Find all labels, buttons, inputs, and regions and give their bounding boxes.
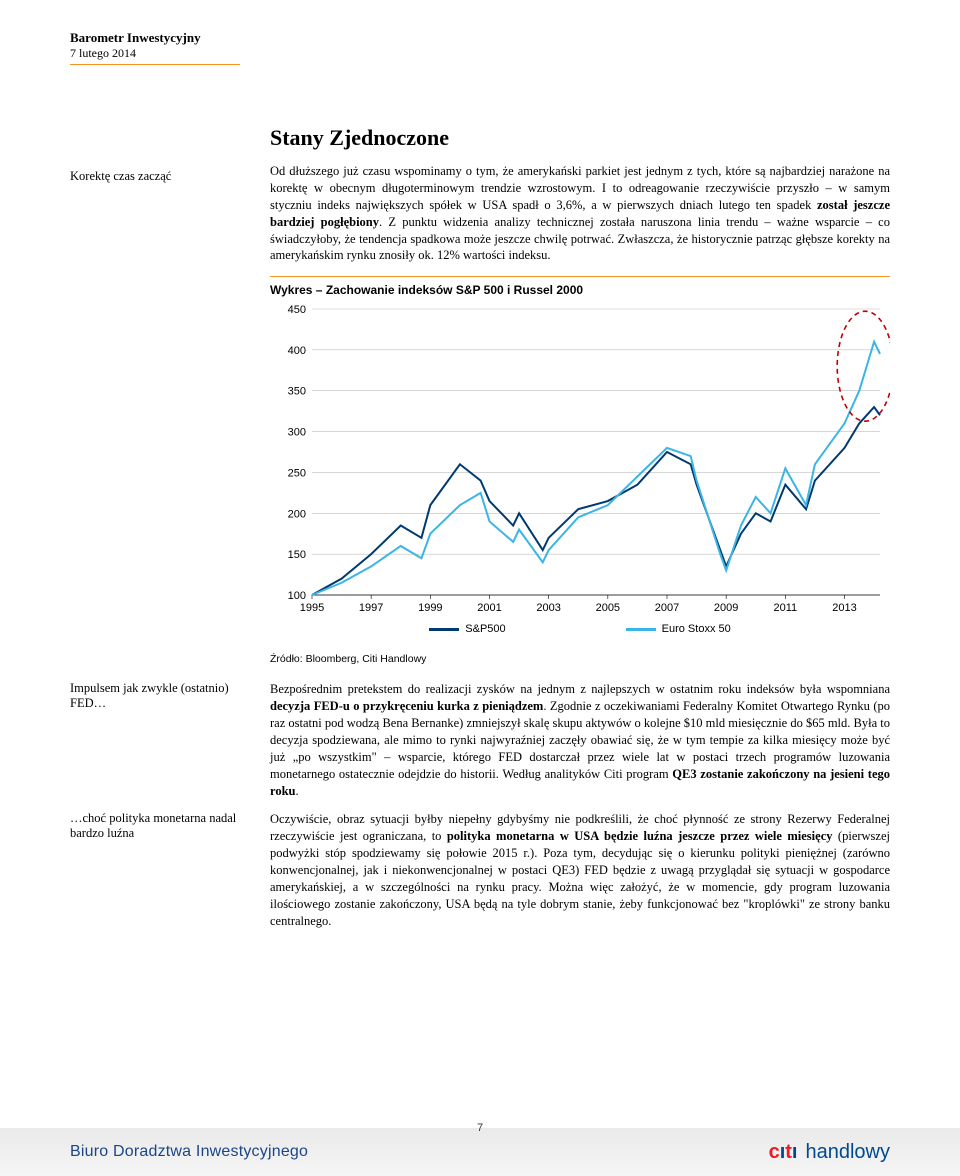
chart-svg: 100 150 200 250 300 350 400 450 1995 1997 1999 2001… (270, 301, 890, 621)
legend-swatch (626, 628, 656, 631)
paragraph-3: Oczywiście, obraz sytuacji byłby niepełn… (270, 811, 890, 929)
doc-date: 7 lutego 2014 (70, 46, 890, 61)
svg-text:150: 150 (288, 549, 306, 561)
p1a: Od dłuższego już czasu wspominamy o tym,… (270, 164, 890, 212)
svg-text:450: 450 (288, 304, 306, 316)
section-title: Stany Zjednoczone (270, 125, 890, 151)
page-footer: Biuro Doradztwa Inwestycyjnego 7 cıtı ha… (0, 1128, 960, 1176)
svg-text:1999: 1999 (418, 602, 442, 614)
svg-text:100: 100 (288, 590, 306, 602)
footer-brand: cıtı handlowy (769, 1141, 890, 1164)
svg-text:2007: 2007 (655, 602, 679, 614)
p2e: . (295, 784, 298, 798)
svg-text:2005: 2005 (596, 602, 620, 614)
legend-label: Euro Stoxx 50 (662, 623, 731, 635)
page-header: Barometr Inwestycyjny 7 lutego 2014 (70, 30, 890, 65)
svg-text:2011: 2011 (774, 602, 798, 614)
chart-legend: S&P500 Euro Stoxx 50 (270, 623, 890, 635)
chart-rule-top (270, 276, 890, 277)
legend-swatch (429, 628, 459, 631)
svg-text:400: 400 (288, 345, 306, 357)
citi-logo: cıtı (769, 1141, 798, 1164)
footer-page-number: 7 (477, 1122, 483, 1134)
p2a: Bezpośrednim pretekstem do realizacji zy… (270, 682, 890, 696)
svg-text:2013: 2013 (832, 602, 856, 614)
p3b: polityka monetarna w USA będzie luźna je… (447, 829, 833, 843)
svg-text:1995: 1995 (300, 602, 324, 614)
svg-text:250: 250 (288, 468, 306, 480)
svg-text:2001: 2001 (477, 602, 501, 614)
svg-text:2009: 2009 (714, 602, 738, 614)
chart-source: Źródło: Bloomberg, Citi Handlowy (270, 653, 890, 665)
header-rule (70, 64, 240, 65)
paragraph-2: Bezpośrednim pretekstem do realizacji zy… (270, 681, 890, 799)
side-note-3: …choć polityka monetarna nadal bardzo lu… (70, 811, 258, 841)
svg-text:200: 200 (288, 509, 306, 521)
side-note-2: Impulsem jak zwykle (ostatnio) FED… (70, 681, 258, 711)
paragraph-1: Od dłuższego już czasu wspominamy o tym,… (270, 163, 890, 264)
doc-title: Barometr Inwestycyjny (70, 30, 890, 46)
legend-item-eurostoxx: Euro Stoxx 50 (626, 623, 731, 635)
p2b: decyzja FED-u o przykręceniu kurka z pie… (270, 699, 543, 713)
p3c: (pierwszej podwyżki stóp spodziewamy się… (270, 829, 890, 927)
line-chart: 100 150 200 250 300 350 400 450 1995 1997 1999 2001… (270, 301, 890, 635)
svg-text:1997: 1997 (359, 602, 383, 614)
svg-text:350: 350 (288, 386, 306, 398)
handlowy-logo: handlowy (805, 1141, 890, 1164)
footer-left: Biuro Doradztwa Inwestycyjnego (70, 1143, 308, 1161)
side-note-1: Korektę czas zacząć (70, 169, 258, 184)
svg-text:300: 300 (288, 427, 306, 439)
legend-item-sp500: S&P500 (429, 623, 505, 635)
svg-text:2003: 2003 (536, 602, 560, 614)
legend-label: S&P500 (465, 623, 505, 635)
chart-title: Wykres – Zachowanie indeksów S&P 500 i R… (270, 283, 890, 297)
